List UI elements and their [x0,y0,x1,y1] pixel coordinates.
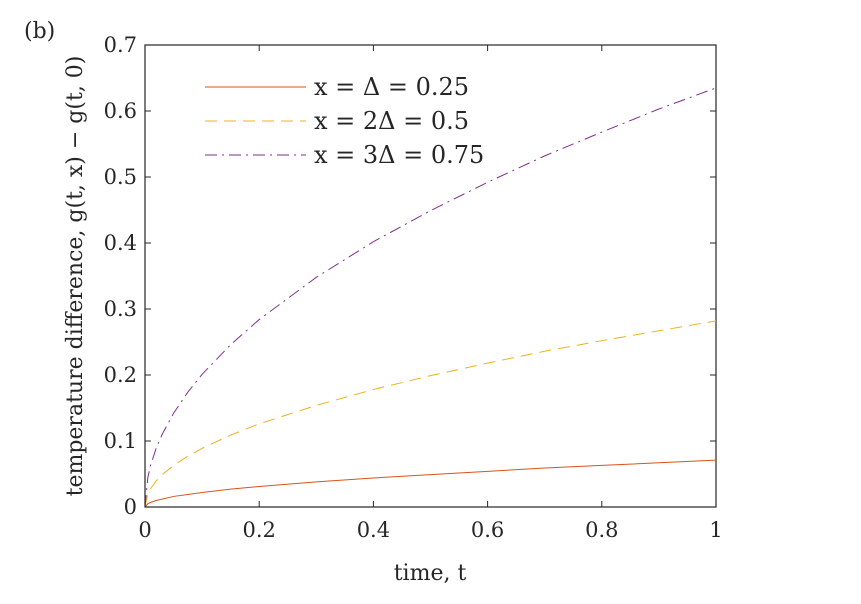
legend: x = Δ = 0.25 x = 2Δ = 0.5 x = 3Δ = 0.75 [205,73,484,169]
plot-frame [144,44,717,508]
y-tick-label: 0.5 [104,165,137,189]
x-tick-label: 0.2 [242,518,275,542]
legend-label-2: x = 2Δ = 0.5 [314,107,469,135]
y-tick-label: 0.6 [104,99,137,123]
y-tick-label: 0.7 [104,33,137,57]
y-tick-label: 0.3 [104,297,137,321]
series-line-1 [144,459,717,508]
y-tick-label: 0.2 [104,363,137,387]
plot-area [144,44,717,508]
x-tick-label: 1 [709,518,722,542]
y-tick-label: 0 [124,495,137,519]
x-tick-label: 0.4 [357,518,390,542]
legend-label-3: x = 3Δ = 0.75 [314,141,484,169]
series-line-2 [144,320,717,508]
x-tick-label: 0.6 [471,518,504,542]
x-tick-label: 0 [138,518,151,542]
legend-label-1: x = Δ = 0.25 [314,73,469,101]
y-tick-label: 0.1 [104,429,137,453]
series-line-3 [144,87,717,508]
x-tick-label: 0.8 [585,518,618,542]
y-tick-label: 0.4 [104,231,137,255]
series-layer [144,87,717,508]
y-axis-label: temperature difference, g(t, x) − g(t, 0… [63,56,88,497]
ticks-layer: 0 0.2 0.4 0.6 0.8 1 0 0.1 0.2 0.3 0.4 0.5 0.6 0.7 [104,33,723,542]
panel-label: (b) [24,19,55,44]
x-axis-label: time, t [394,561,467,586]
